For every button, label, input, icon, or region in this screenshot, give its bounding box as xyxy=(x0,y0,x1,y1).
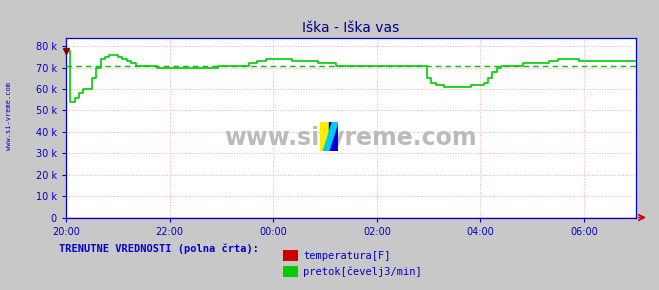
Polygon shape xyxy=(320,122,329,151)
Text: TRENUTNE VREDNOSTI (polna črta):: TRENUTNE VREDNOSTI (polna črta): xyxy=(59,244,259,254)
Text: pretok[čevelj3/min]: pretok[čevelj3/min] xyxy=(303,267,422,277)
Text: www.si-vreme.com: www.si-vreme.com xyxy=(5,82,12,150)
Polygon shape xyxy=(329,122,338,151)
Text: temperatura[F]: temperatura[F] xyxy=(303,251,391,261)
Text: www.si-vreme.com: www.si-vreme.com xyxy=(225,126,477,151)
Polygon shape xyxy=(324,122,338,151)
Title: Iška - Iška vas: Iška - Iška vas xyxy=(302,21,399,35)
